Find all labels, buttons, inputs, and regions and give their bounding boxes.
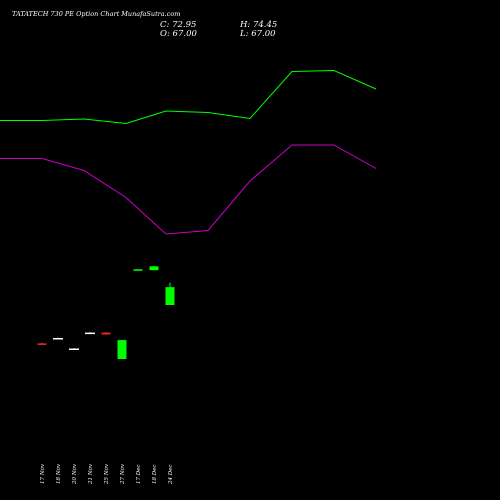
close-label: C: xyxy=(160,20,170,30)
open-value: 67.00 xyxy=(172,29,197,39)
chart-title: TATATECH 730 PE Option Chart MunafaSutra… xyxy=(12,10,181,18)
high-label: H: xyxy=(240,20,251,30)
candle-body xyxy=(165,287,175,305)
upper-band-line xyxy=(0,69,377,125)
candle-17-dec xyxy=(133,269,143,271)
candle-24-dec xyxy=(165,282,175,305)
close-value: 72.95 xyxy=(172,20,197,30)
candle-20-nov xyxy=(69,348,79,350)
candle-18-nov xyxy=(53,337,63,340)
ohlc-low: L: 67.00 xyxy=(240,29,276,39)
lower-band-line xyxy=(0,144,377,235)
candle-body xyxy=(101,332,111,335)
open-label: O: xyxy=(160,29,170,39)
x-tick-label: 25 Nov xyxy=(104,463,110,485)
candle-body xyxy=(85,332,95,335)
candle-25-nov xyxy=(101,332,111,335)
x-tick-label: 20 Nov xyxy=(72,463,78,485)
candle-body xyxy=(53,338,63,340)
candle-body xyxy=(69,348,79,350)
x-tick-label: 17 Dec xyxy=(136,465,142,485)
candle-body xyxy=(37,343,47,345)
candle-21-nov xyxy=(85,332,95,335)
x-tick-label: 21 Nov xyxy=(88,463,94,485)
candle-body xyxy=(133,269,143,271)
x-tick-label: 18 Nov xyxy=(56,463,62,484)
low-label: L: xyxy=(240,29,249,39)
ohlc-open: O: 67.00 xyxy=(160,29,197,39)
candle-body xyxy=(117,340,127,359)
x-tick-label: 17 Nov xyxy=(40,463,46,484)
candle-18-dec xyxy=(149,266,159,271)
candle-body xyxy=(149,266,159,271)
ohlc-close: C: 72.95 xyxy=(160,20,196,30)
ohlc-high: H: 74.45 xyxy=(240,20,277,30)
x-tick-label: 18 Dec xyxy=(152,465,158,485)
x-tick-label: 27 Nov xyxy=(120,463,126,485)
low-value: 67.00 xyxy=(251,29,276,39)
candle-17-nov xyxy=(37,342,47,345)
x-tick-label: 24 Dec xyxy=(168,465,174,486)
high-value: 74.45 xyxy=(252,20,278,30)
candle-27-nov xyxy=(117,339,127,359)
